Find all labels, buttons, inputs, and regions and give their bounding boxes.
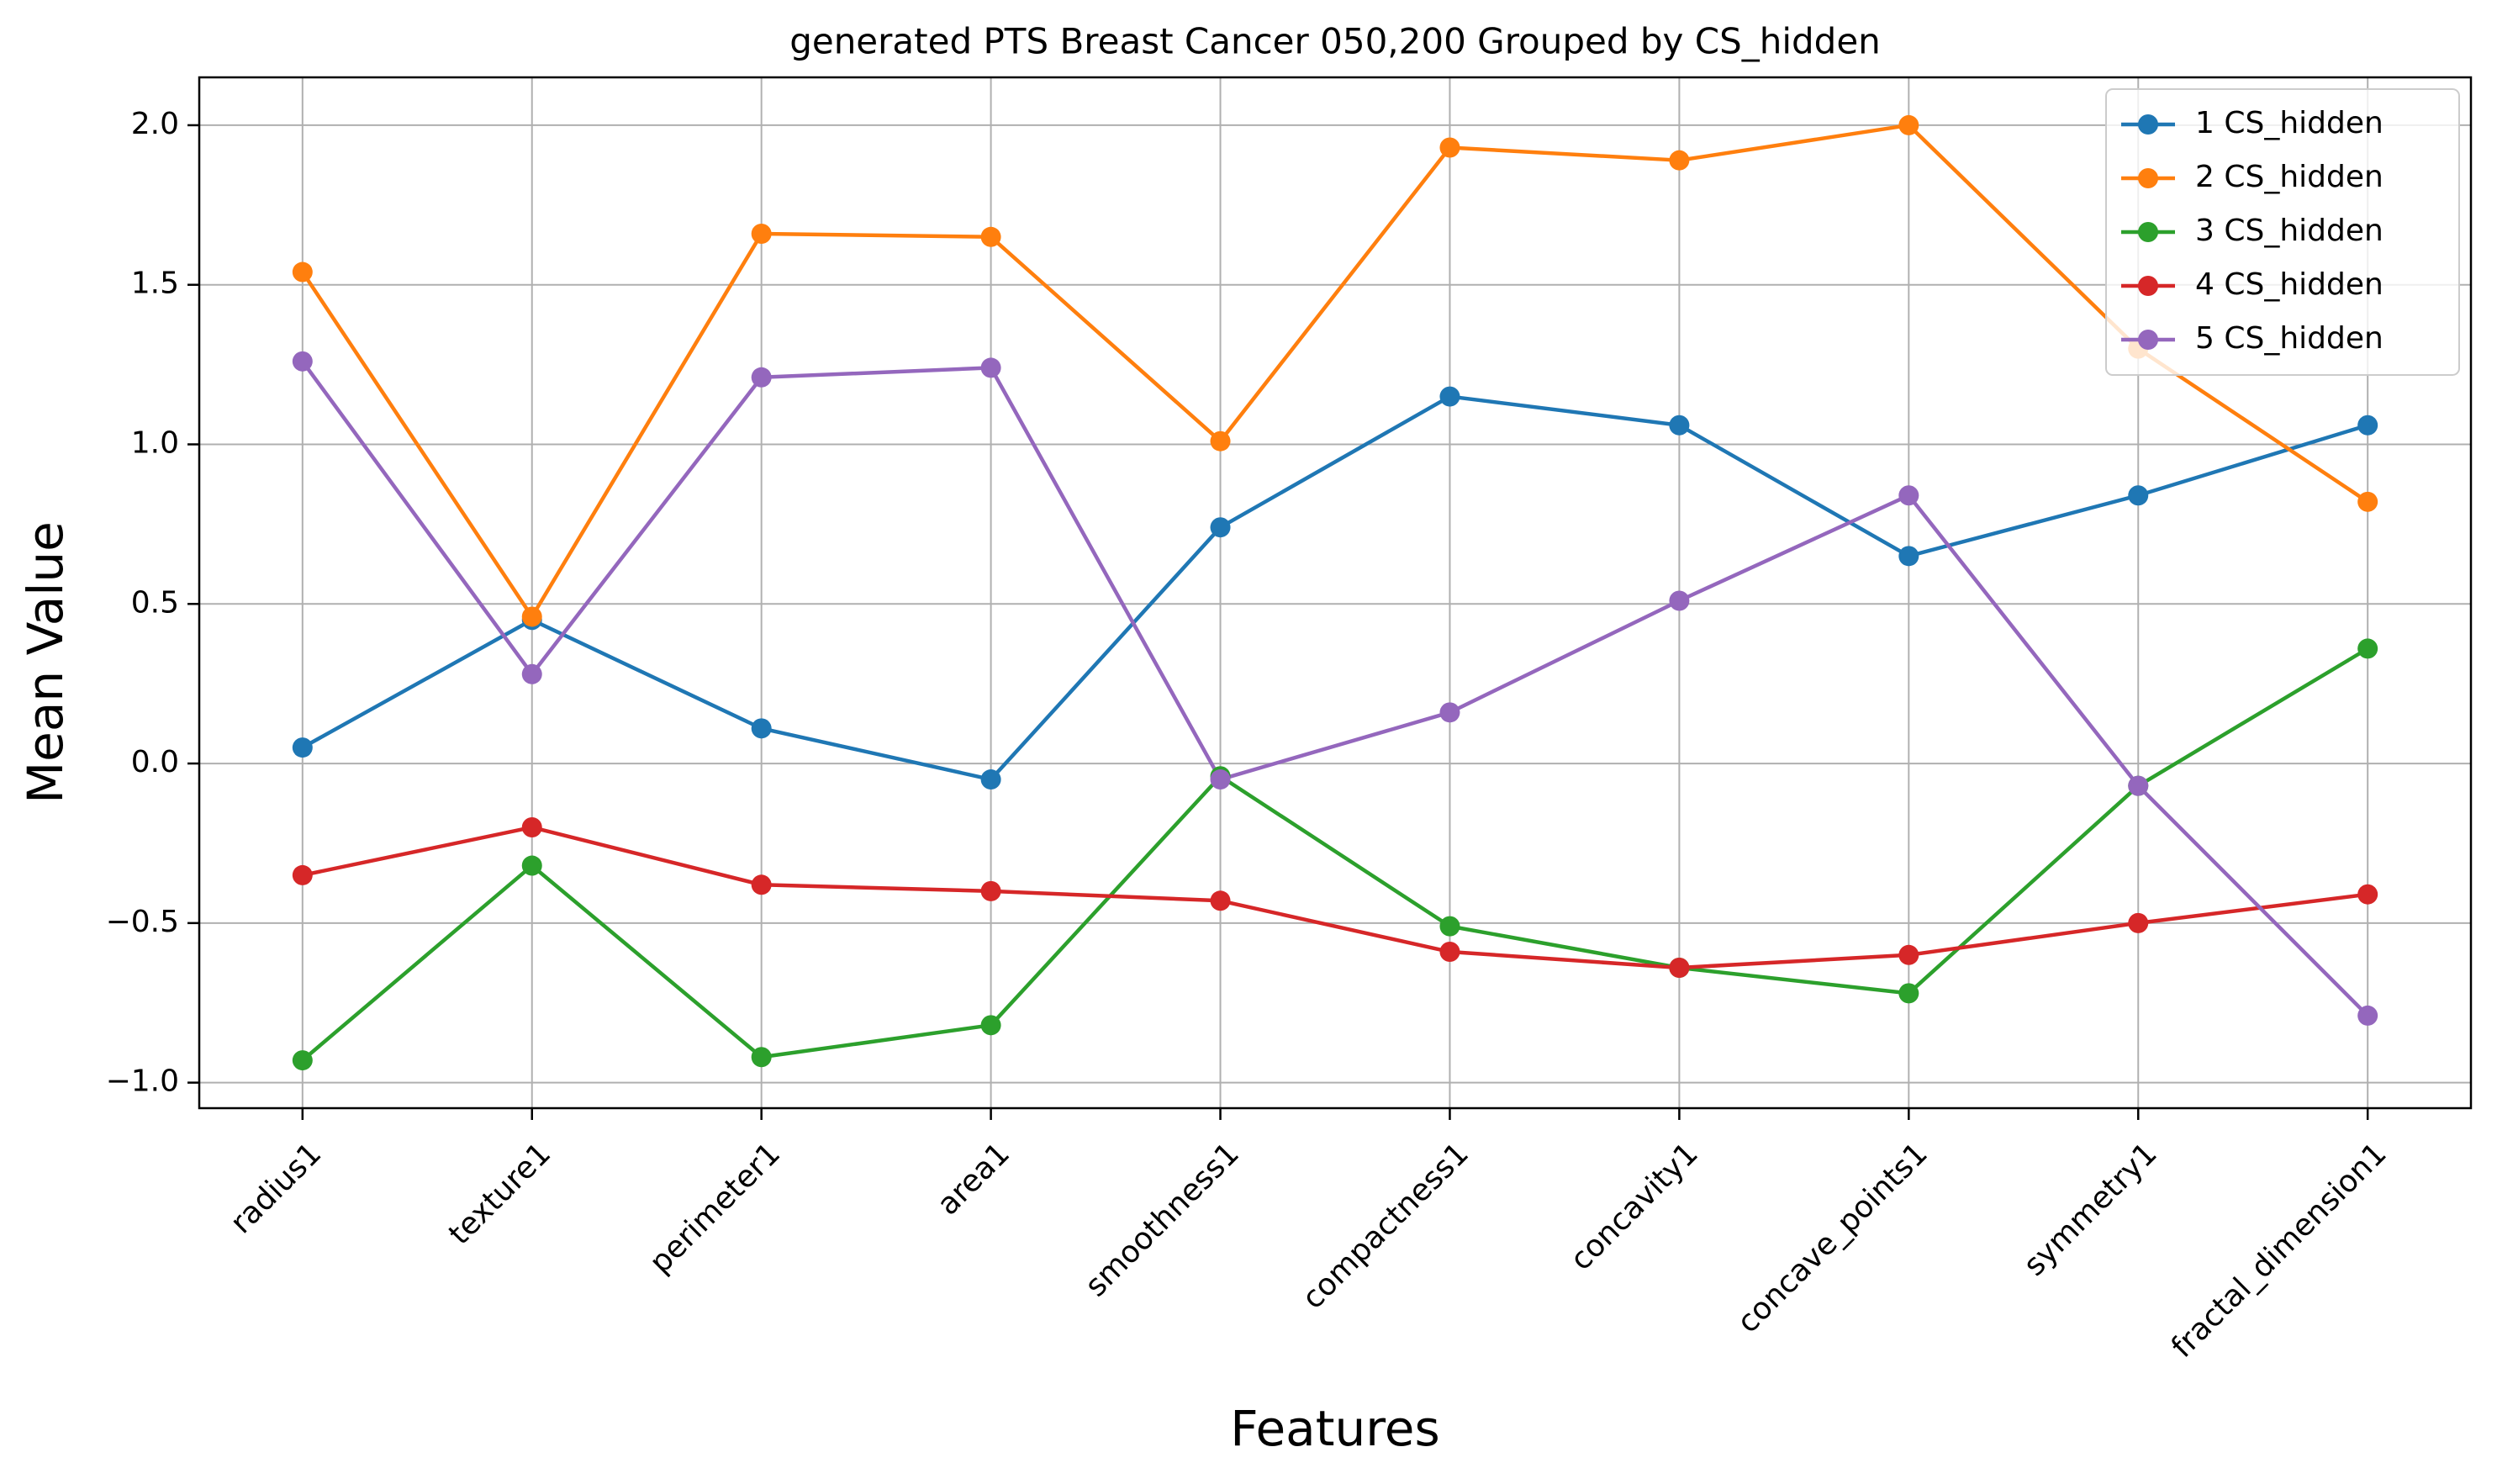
y-tick-label: 2.0 — [131, 107, 179, 141]
y-tick-label: 0.5 — [131, 585, 179, 620]
data-point-series-2 — [1439, 137, 1460, 158]
data-point-series-3 — [292, 1050, 313, 1071]
data-point-series-4 — [2128, 912, 2149, 933]
data-point-series-4 — [1669, 957, 1690, 978]
data-point-series-4 — [980, 880, 1001, 901]
y-tick-label: 1.5 — [131, 267, 179, 301]
data-point-series-4 — [1439, 942, 1460, 963]
legend-label: 5 CS_hidden — [2195, 321, 2384, 356]
data-point-series-5 — [521, 663, 542, 684]
legend: 1 CS_hidden 2 CS_hidden 3 CS_hidden 4 CS_hi… — [2105, 88, 2460, 376]
chart-title: generated PTS Breast Cancer 050,200 Grou… — [789, 21, 1881, 62]
data-point-series-4 — [1210, 890, 1231, 911]
data-point-series-2 — [1898, 114, 1919, 135]
series-line-5 — [301, 360, 2369, 1017]
data-point-series-4 — [1898, 944, 1919, 965]
data-point-series-5 — [292, 351, 313, 372]
series-line-3 — [301, 647, 2369, 1062]
legend-marker — [2138, 330, 2158, 350]
series-line-1 — [301, 394, 2368, 782]
data-point-series-5 — [1210, 769, 1231, 790]
data-point-series-1 — [1669, 415, 1690, 436]
legend-box — [2105, 88, 2460, 376]
y-axis-label: Mean Value — [17, 521, 74, 804]
data-point-series-5 — [2357, 1005, 2378, 1026]
data-point-series-4 — [521, 816, 542, 837]
y-tick-label: −0.5 — [106, 905, 179, 939]
data-point-series-4 — [292, 864, 313, 885]
data-point-series-3 — [2357, 638, 2378, 659]
data-point-series-3 — [1898, 983, 1919, 1004]
data-point-series-5 — [1669, 590, 1690, 611]
x-axis-label: Features — [1230, 1400, 1439, 1457]
data-point-series-1 — [1898, 546, 1919, 567]
series-line-2 — [300, 123, 2369, 619]
data-point-series-1 — [751, 718, 772, 739]
y-tick-label: 1.0 — [131, 426, 179, 461]
series-points — [292, 114, 2378, 1071]
legend-marker — [2138, 114, 2158, 135]
data-point-series-1 — [980, 769, 1001, 790]
data-point-series-1 — [1439, 386, 1460, 407]
data-point-series-5 — [2128, 775, 2149, 796]
plot-area-frame — [198, 76, 2473, 1110]
data-point-series-5 — [751, 367, 772, 388]
data-point-series-2 — [751, 223, 772, 244]
data-point-series-2 — [1210, 430, 1231, 452]
data-point-series-4 — [751, 874, 772, 895]
data-point-series-5 — [1439, 702, 1460, 723]
data-point-series-1 — [292, 737, 313, 758]
y-tick-label: 0.0 — [131, 745, 179, 779]
legend-label: 4 CS_hidden — [2195, 267, 2384, 302]
data-point-series-2 — [2357, 491, 2378, 512]
series-lines — [300, 123, 2369, 1062]
data-point-series-3 — [980, 1015, 1001, 1036]
data-point-series-5 — [1898, 485, 1919, 506]
data-point-series-5 — [980, 357, 1001, 378]
legend-marker — [2138, 276, 2158, 296]
data-point-series-3 — [1439, 916, 1460, 937]
series-line-4 — [302, 825, 2368, 970]
legend-marker — [2138, 168, 2158, 188]
data-point-series-2 — [292, 261, 313, 283]
y-tick-label: −1.0 — [106, 1064, 179, 1099]
data-point-series-3 — [751, 1047, 772, 1068]
data-point-series-1 — [2357, 415, 2378, 436]
data-point-series-3 — [521, 855, 542, 876]
data-point-series-1 — [2128, 485, 2149, 506]
y-axis-ticks: −1.0 −0.5 0.0 0.5 1.0 1.5 2.0 — [106, 107, 199, 1099]
data-point-series-2 — [980, 226, 1001, 247]
legend-label: 2 CS_hidden — [2195, 160, 2384, 194]
data-point-series-2 — [521, 606, 542, 627]
legend-marker — [2138, 222, 2158, 242]
data-point-series-1 — [1210, 517, 1231, 538]
data-point-series-4 — [2357, 884, 2378, 905]
legend-label: 1 CS_hidden — [2195, 106, 2384, 140]
legend-label: 3 CS_hidden — [2195, 214, 2384, 248]
data-point-series-2 — [1669, 150, 1690, 171]
